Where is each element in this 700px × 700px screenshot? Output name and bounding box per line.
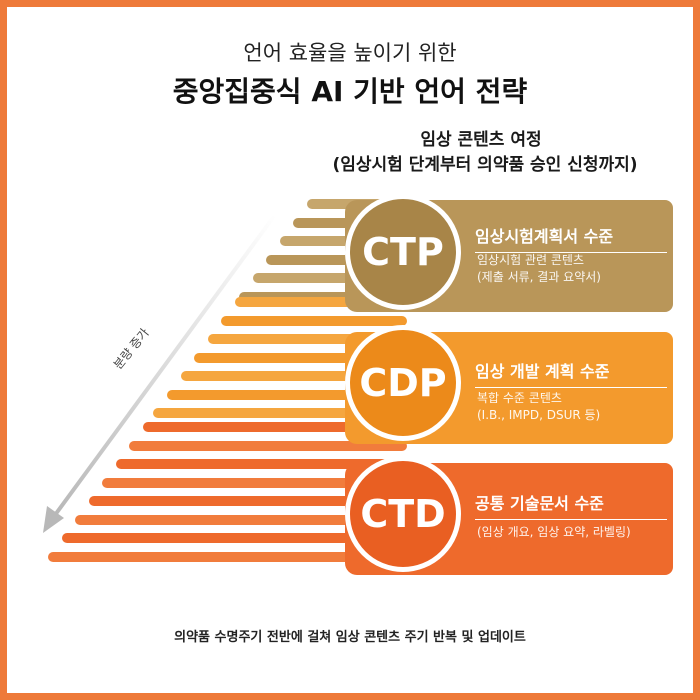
stripe-bar: [88, 496, 407, 506]
ctp-badge: CTP: [345, 194, 461, 310]
stripe-bar: [129, 440, 407, 451]
level-ctd-title: 공통 기술문서 수준: [475, 490, 667, 520]
stripe-bar: [166, 389, 407, 400]
stripe-bar: [47, 551, 407, 562]
stripe-bar: [252, 273, 407, 283]
stripe-bar: [180, 371, 407, 381]
journey-title: 임상 콘텐츠 여정: [420, 130, 542, 150]
stripe-bar: [143, 422, 407, 432]
level-ctp-desc-1: 임상시험 관련 콘텐츠: [477, 253, 584, 267]
subtitle: 언어 효율을 높이기 위한: [243, 41, 457, 65]
level-cdp-desc-2: (I.B., IMPD, DSUR 등): [477, 408, 601, 422]
main-title: 중앙집중식 AI 기반 언어 전략: [172, 75, 528, 108]
stripe-bar: [266, 254, 407, 265]
level-cdp-title: 임상 개발 계획 수준: [475, 358, 667, 388]
stripe-bar: [234, 297, 407, 307]
stripe-bar: [75, 514, 407, 525]
stripe-bar: [115, 459, 407, 469]
level-ctp-desc-2: (제출 서류, 결과 요약서): [477, 270, 601, 284]
stripe-bar: [239, 291, 407, 302]
stripe-bar: [221, 315, 407, 326]
footer-note: 의약품 수명주기 전반에 걸쳐 임상 콘텐츠 주기 반복 및 업데이트: [174, 630, 526, 645]
stripe-bar: [207, 334, 407, 344]
journey-subtitle: (임상시험 단계부터 의약품 승인 신청까지): [332, 155, 638, 175]
stripe-bar: [279, 236, 407, 246]
level-ctd-desc-1: (임상 개요, 임상 요약, 라벨링): [477, 525, 631, 539]
volume-arrow-icon: [43, 213, 277, 533]
level-cdp-desc-1: 복합 수준 콘텐츠: [477, 391, 562, 405]
stripe-bar: [61, 533, 407, 543]
ctd-badge: CTD: [345, 456, 461, 572]
level-ctp-title: 임상시험계획서 수준: [475, 223, 667, 253]
stripe-bar: [102, 477, 407, 488]
cdp-badge: CDP: [345, 325, 461, 441]
stripe-bar: [194, 352, 407, 363]
stripe-bar: [153, 408, 407, 418]
